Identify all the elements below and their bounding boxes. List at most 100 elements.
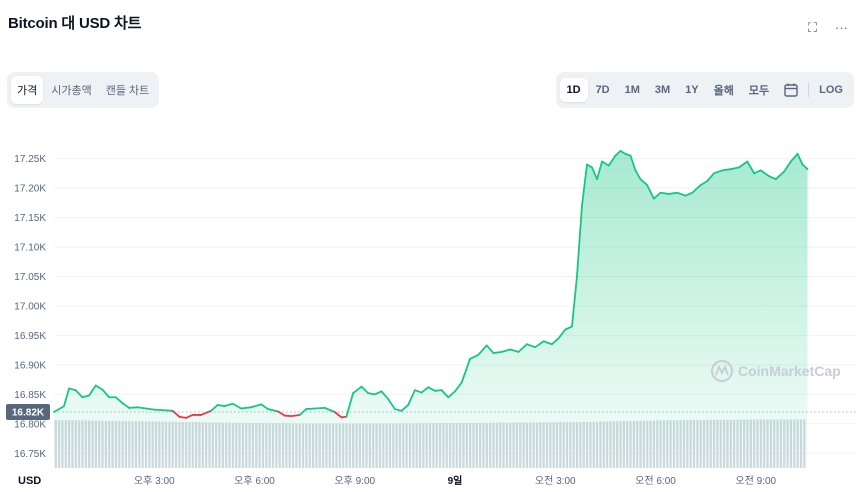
price-line-segment: [759, 169, 771, 178]
price-line-segment: [564, 325, 573, 331]
price-line-segment: [153, 408, 166, 412]
range-ytd[interactable]: 올해: [713, 85, 734, 97]
price-line-segment: [223, 402, 234, 408]
more-options-icon[interactable]: ···: [835, 20, 848, 35]
price-line-segment: [216, 404, 226, 408]
price-line-segment: [163, 409, 174, 412]
price-line-segment: [485, 344, 495, 354]
x-tick-label: 오후 3:00: [134, 475, 175, 487]
price-line-segment: [619, 150, 627, 155]
price-line-segment: [144, 407, 156, 411]
x-tick-label: 오전 3:00: [535, 475, 576, 487]
price-badge-label: 16.82K: [12, 408, 45, 419]
price-line-segment: [240, 406, 253, 410]
price-line-segment: [534, 340, 545, 349]
fullscreen-icon[interactable]: ⛶: [807, 20, 817, 35]
range-1d[interactable]: 1D: [559, 78, 588, 102]
price-line-segment: [801, 163, 809, 171]
price-line-segment: [260, 403, 269, 410]
price-badge-box: [6, 404, 50, 421]
price-line-segment: [551, 337, 560, 346]
price-line-segment: [178, 415, 187, 419]
price-line-segment: [290, 414, 301, 418]
price-line: [53, 150, 809, 419]
y-tick-label: 16.75K: [14, 449, 46, 460]
price-line-segment: [576, 204, 583, 278]
price-line-segment: [171, 409, 181, 418]
price-line-segment: [101, 388, 111, 399]
price-line-segment: [659, 191, 670, 195]
range-7d[interactable]: 7D: [595, 84, 610, 96]
price-line-segment: [266, 408, 279, 413]
price-line-segment: [738, 160, 749, 169]
y-tick-label: 17.10K: [14, 242, 46, 253]
price-line-segment: [783, 160, 792, 173]
x-axis-ticks: 오후 3:00 오후 6:00 오후 9:00 9일 오전 3:00 오전 6:00 오전 …: [134, 474, 777, 487]
price-line-segment: [63, 387, 70, 408]
price-line-segment: [713, 169, 724, 175]
price-line-segment: [652, 191, 662, 200]
price-line-segment: [407, 389, 416, 406]
price-line-segment: [114, 396, 124, 405]
range-all[interactable]: 모두: [748, 85, 770, 97]
price-line-segment: [393, 408, 403, 412]
y-tick-label: 17.05K: [14, 272, 46, 283]
chart-type-tabs: 가격 시가총액 캔들 차트: [7, 72, 160, 108]
price-line-segment: [729, 166, 740, 171]
calendar-icon[interactable]: [777, 82, 805, 98]
price-line-segment: [345, 392, 354, 418]
price-line-segment: [305, 407, 316, 410]
tab-market-cap[interactable]: 시가총액: [51, 85, 92, 97]
price-line-segment: [400, 404, 410, 412]
price-area: [54, 150, 808, 468]
price-line-segment: [434, 389, 443, 392]
coinmarketcap-logo-mark: [715, 364, 729, 376]
price-line-segment: [557, 328, 567, 340]
price-line-segment: [581, 163, 588, 207]
price-line-segment: [380, 390, 390, 400]
price-line-segment: [517, 343, 528, 353]
price-line-segment: [53, 405, 65, 413]
x-tick-label: 9일: [448, 474, 463, 487]
range-1m[interactable]: 1M: [624, 84, 640, 96]
price-line-segment: [601, 160, 610, 167]
divider: [808, 83, 810, 97]
price-line-segment: [667, 191, 679, 195]
x-tick-label: 오전 9:00: [735, 475, 776, 487]
price-line-segment: [629, 154, 637, 172]
watermark-text: CoinMarketCap: [738, 363, 841, 379]
price-line-segment: [352, 385, 363, 395]
price-line-segment: [121, 402, 131, 409]
tab-price[interactable]: 가격: [11, 76, 44, 104]
price-line-segment: [746, 160, 755, 175]
price-line-segment: [185, 414, 194, 419]
price-area-fill: [54, 150, 808, 468]
price-line-segment: [136, 406, 147, 410]
price-line-segment: [753, 169, 762, 175]
price-line-segment: [373, 390, 383, 396]
price-line-segment: [691, 184, 702, 194]
price-line-segment: [721, 168, 732, 172]
price-line-segment: [460, 358, 471, 384]
price-line-segment: [283, 414, 293, 418]
price-line-segment: [571, 275, 578, 328]
price-line-segment: [509, 348, 520, 353]
y-axis-ticks: 17.25K 17.20K 17.15K 17.10K 17.05K 17.00K 16.9…: [14, 154, 46, 460]
price-line-segment: [607, 154, 617, 167]
tab-candle-chart[interactable]: 캔들 차트: [105, 85, 150, 97]
price-line-segment: [276, 410, 286, 417]
x-tick-label: 오전 6:00: [635, 475, 676, 487]
chart-title: Bitcoin 대 USD 차트: [8, 15, 142, 32]
price-line-segment: [789, 152, 799, 163]
price-line-segment: [360, 385, 370, 395]
y-tick-label: 16.90K: [14, 360, 46, 371]
price-line-segment: [796, 152, 804, 166]
log-scale-toggle[interactable]: LOG: [819, 84, 843, 96]
range-1y[interactable]: 1Y: [685, 84, 699, 96]
range-3m[interactable]: 3M: [654, 84, 671, 96]
price-line-segment: [88, 384, 97, 397]
price-line-segment: [231, 402, 243, 410]
price-line-segment: [413, 389, 423, 394]
price-line-segment: [614, 150, 622, 157]
